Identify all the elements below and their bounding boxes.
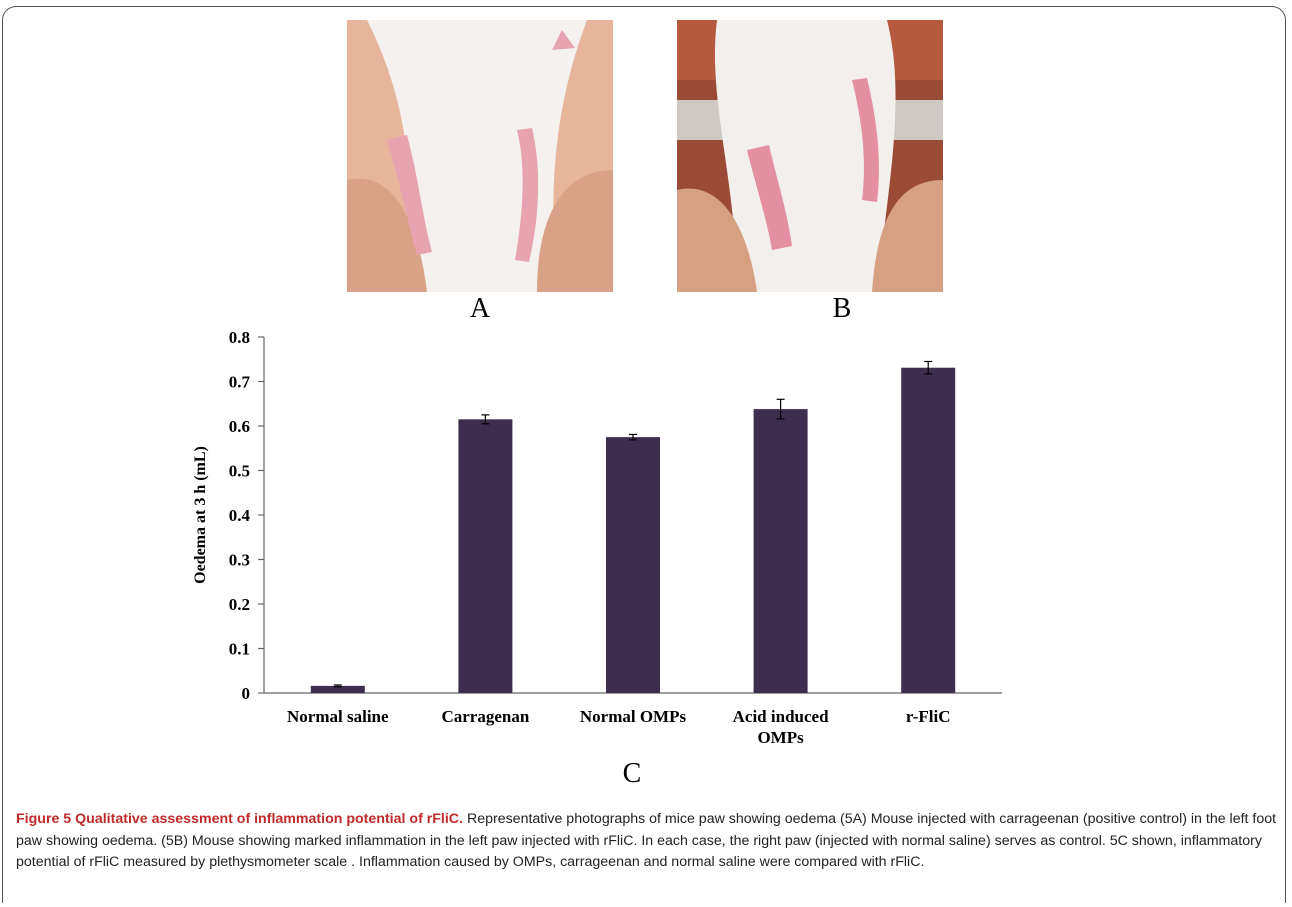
bar: [310, 685, 365, 693]
y-tick-label: 0.7: [229, 373, 251, 392]
panel-label-a: A: [469, 293, 491, 324]
panel-label-b: B: [832, 293, 852, 324]
y-tick-label: 0.4: [229, 506, 251, 525]
y-tick-label: 0.5: [229, 462, 250, 481]
caption-body: Representative photographs of mice paw s…: [16, 811, 1277, 870]
x-tick-label: Normal saline: [287, 707, 389, 726]
photo-panel-a: [347, 20, 613, 292]
figure-frame: [2, 6, 1286, 903]
bar: [606, 437, 660, 693]
photo-panel-b: [677, 20, 943, 292]
caption-title: Figure 5 Qualitative assessment of infla…: [16, 811, 463, 827]
figure-caption: Figure 5 Qualitative assessment of infla…: [16, 809, 1278, 874]
x-tick-label: r-FliC: [906, 707, 951, 726]
y-tick-label: 0: [242, 684, 251, 703]
y-tick-label: 0.8: [229, 328, 250, 347]
bar: [901, 367, 956, 693]
x-tick-label: Carragenan: [441, 707, 529, 726]
y-axis-title: Oedema at 3 h (mL): [192, 446, 209, 584]
panel-label-c: C: [622, 758, 642, 789]
y-tick-label: 0.2: [229, 595, 250, 614]
y-tick-label: 0.3: [229, 551, 250, 570]
bar-chart: 0 0.1 0.2 0.3 0.4 0.5 0.6 0.7 0.8 Oedema at 3 h (…: [192, 328, 1002, 747]
bar: [458, 419, 513, 693]
x-tick-label: OMPs: [757, 728, 804, 747]
x-tick-label: Acid induced: [733, 707, 829, 726]
x-tick-label: Normal OMPs: [580, 707, 687, 726]
y-tick-label: 0.6: [229, 417, 250, 436]
y-tick-label: 0.1: [229, 640, 250, 659]
bar: [753, 409, 808, 693]
